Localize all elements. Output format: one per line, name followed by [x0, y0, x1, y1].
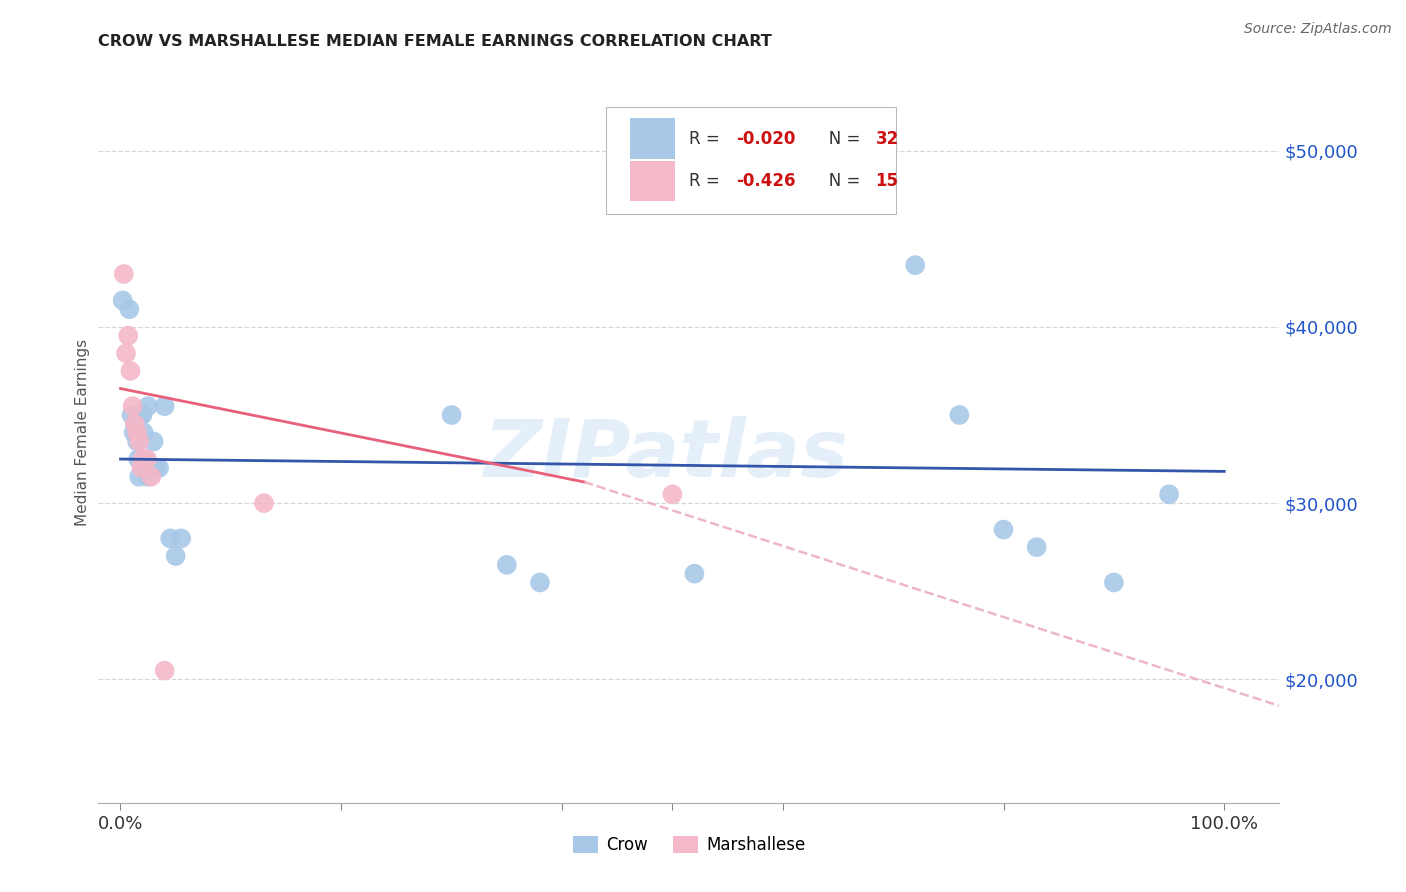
Point: [111, 293, 134, 308]
Point: [661, 487, 683, 501]
Point: [170, 532, 193, 546]
Point: [128, 434, 150, 449]
Text: R =: R =: [689, 129, 725, 148]
Text: N =: N =: [813, 172, 866, 190]
Point: [136, 452, 159, 467]
Point: [112, 267, 135, 281]
Point: [121, 408, 143, 422]
Point: [127, 452, 149, 467]
Point: [148, 461, 170, 475]
FancyBboxPatch shape: [630, 119, 675, 159]
Point: [253, 496, 276, 510]
Point: [131, 461, 153, 475]
Point: [904, 258, 927, 272]
Point: [993, 523, 1015, 537]
Text: CROW VS MARSHALLESE MEDIAN FEMALE EARNINGS CORRELATION CHART: CROW VS MARSHALLESE MEDIAN FEMALE EARNIN…: [98, 34, 772, 49]
Point: [118, 302, 141, 317]
Point: [120, 364, 142, 378]
Text: -0.426: -0.426: [737, 172, 796, 190]
Point: [1157, 487, 1180, 501]
Point: [495, 558, 517, 572]
Text: R =: R =: [689, 172, 725, 190]
Point: [1102, 575, 1125, 590]
Point: [136, 399, 159, 413]
Y-axis label: Median Female Earnings: Median Female Earnings: [75, 339, 90, 526]
Point: [132, 425, 155, 440]
FancyBboxPatch shape: [630, 161, 675, 202]
Text: N =: N =: [813, 129, 866, 148]
Point: [142, 434, 165, 449]
Point: [165, 549, 187, 563]
Point: [128, 469, 150, 483]
Point: [129, 408, 152, 422]
Point: [141, 461, 163, 475]
Point: [136, 469, 159, 483]
Text: Source: ZipAtlas.com: Source: ZipAtlas.com: [1244, 22, 1392, 37]
Point: [117, 328, 139, 343]
Point: [125, 425, 148, 440]
Point: [131, 408, 153, 422]
Point: [948, 408, 970, 422]
Point: [124, 417, 146, 431]
Point: [683, 566, 706, 581]
Point: [134, 452, 156, 467]
Point: [159, 532, 181, 546]
Text: 15: 15: [876, 172, 898, 190]
Point: [131, 452, 153, 467]
Point: [529, 575, 551, 590]
Point: [1025, 540, 1047, 554]
FancyBboxPatch shape: [606, 107, 896, 214]
Point: [440, 408, 463, 422]
Text: -0.020: -0.020: [737, 129, 796, 148]
Point: [115, 346, 138, 360]
Point: [153, 664, 176, 678]
Legend: Crow, Marshallese: Crow, Marshallese: [567, 830, 811, 861]
Point: [153, 399, 176, 413]
Point: [145, 461, 167, 475]
Point: [124, 417, 146, 431]
Point: [125, 434, 148, 449]
Text: 32: 32: [876, 129, 898, 148]
Point: [122, 425, 145, 440]
Text: ZIPatlas: ZIPatlas: [482, 416, 848, 494]
Point: [141, 469, 163, 483]
Point: [121, 399, 143, 413]
